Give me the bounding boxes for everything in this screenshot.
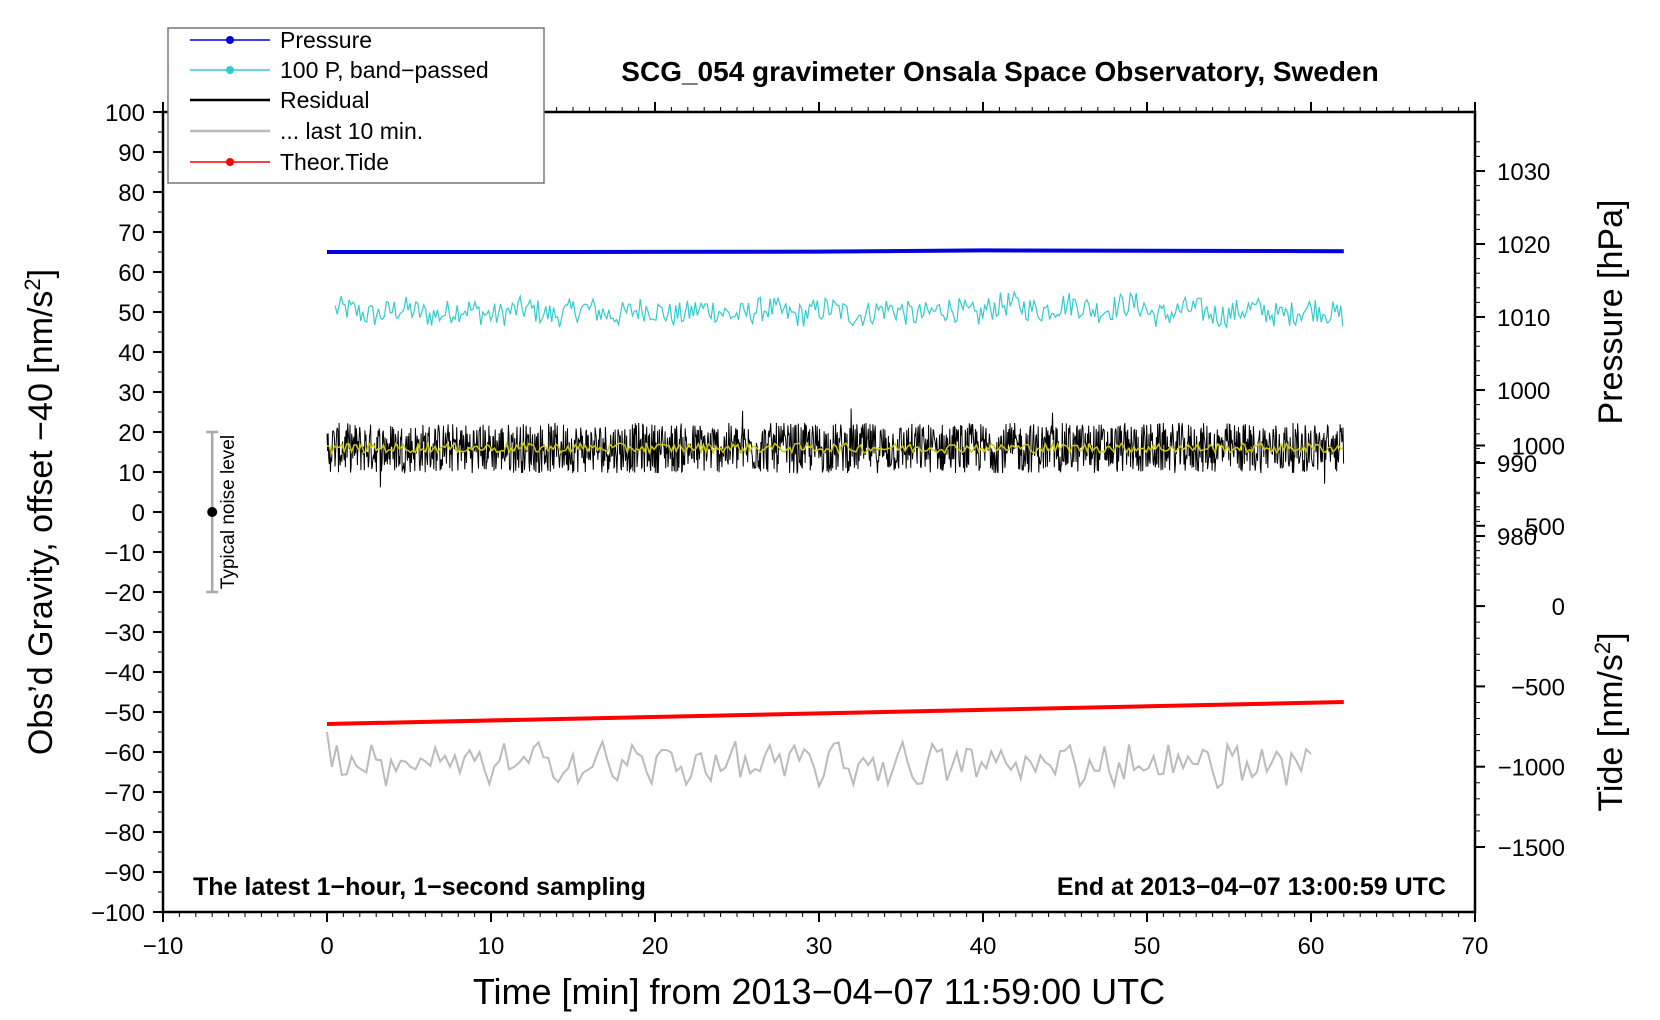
pressure-tick-label-5: 1030	[1497, 159, 1550, 186]
pressure-tick-label-0: 980	[1497, 524, 1537, 551]
annotation-end-time: End at 2013−04−07 13:00:59 UTC	[1057, 873, 1446, 901]
y-tick-label-10: 0	[132, 500, 145, 527]
tide-tick-label-0: −1500	[1498, 835, 1565, 862]
tide-tick-label-1: −1000	[1498, 755, 1565, 782]
x-tick-label-3: 20	[642, 933, 669, 960]
y-axis-title-left-main: Obs’d Gravity, offset −40 [nm/s	[22, 291, 60, 756]
chart-title: SCG_054 gravimeter Onsala Space Observat…	[621, 56, 1378, 87]
x-tick-label-7: 60	[1298, 933, 1325, 960]
legend-label-residual: Residual	[280, 87, 370, 113]
series-bandpassed-line	[334, 289, 1344, 330]
y-tick-label-9: 10	[118, 460, 145, 487]
y-axis-title-left-end: ]	[22, 269, 60, 278]
pressure-axis-title: Pressure [hPa]	[1592, 200, 1630, 425]
x-tick-label-4: 30	[806, 933, 833, 960]
y-tick-label-3: 70	[118, 220, 145, 247]
noise-level-dot	[207, 507, 218, 517]
legend-box	[167, 27, 545, 184]
series-tide-line	[326, 700, 1344, 726]
tide-axis-title: Tide [nm/s2]	[1590, 632, 1631, 811]
right-tick-labels: 9809901000101010201030−1500−1000−5000500…	[1497, 159, 1565, 862]
legend-label-bandpassed: 100 P, band−passed	[280, 57, 489, 83]
legend-label-last10: ... last 10 min.	[280, 118, 423, 144]
y-axis-title-left: Obs’d Gravity, offset −40 [nm/s2]	[20, 269, 61, 755]
legend-item-tide: Theor.Tide	[190, 149, 389, 175]
noise-level-indicator: Typical noise level	[206, 430, 239, 594]
legend-item-residual: Residual	[190, 87, 370, 113]
legend-item-pressure: Pressure	[190, 27, 372, 53]
tide-axis-title-end: ]	[1592, 632, 1630, 641]
y-tick-label-13: −30	[104, 620, 145, 647]
legend-marker-pressure	[226, 36, 234, 44]
y-tick-label-16: −60	[104, 740, 145, 767]
series-residual-smooth-line	[326, 440, 1344, 456]
tide-tick-label-3: 0	[1552, 594, 1565, 621]
tide-tick-label-5: 1000	[1512, 434, 1565, 461]
y-axis-title-left-sup: 2	[20, 278, 45, 290]
y-tick-label-15: −50	[104, 700, 145, 727]
y-tick-label-2: 80	[118, 180, 145, 207]
y-tick-label-19: −90	[104, 860, 145, 887]
y-tick-label-12: −20	[104, 580, 145, 607]
legend-label-tide: Theor.Tide	[280, 149, 389, 175]
y-tick-label-7: 30	[118, 380, 145, 407]
pressure-tick-label-4: 1020	[1497, 232, 1550, 259]
y-tick-label-6: 40	[118, 340, 145, 367]
x-tick-label-5: 40	[970, 933, 997, 960]
series-layer	[326, 248, 1345, 790]
legend-item-last10: ... last 10 min.	[190, 118, 423, 144]
pressure-tick-label-2: 1000	[1497, 378, 1550, 405]
legend-marker-bandpassed	[226, 66, 234, 74]
y-tick-label-0: 100	[105, 100, 145, 127]
x-tick-label-2: 10	[478, 933, 505, 960]
tide-axis-title-main: Tide [nm/s	[1592, 654, 1630, 811]
noise-level-label: Typical noise level	[218, 435, 239, 589]
legend: Pressure 100 P, band−passed Residual ...…	[167, 27, 545, 184]
series-last10-line	[326, 731, 1312, 790]
pressure-tick-label-3: 1010	[1497, 305, 1550, 332]
pressure-tick-label-1: 990	[1497, 451, 1537, 478]
y-tick-label-20: −100	[91, 900, 145, 927]
tide-tick-label-2: −500	[1511, 674, 1565, 701]
tide-tick-label-4: 500	[1525, 514, 1565, 541]
y-tick-labels: 1009080706050403020100−10−20−30−40−50−60…	[91, 100, 145, 927]
y-tick-label-8: 20	[118, 420, 145, 447]
legend-item-bandpassed: 100 P, band−passed	[190, 57, 489, 83]
x-tick-label-8: 70	[1462, 933, 1489, 960]
y-tick-label-11: −10	[104, 540, 145, 567]
y-tick-label-4: 60	[118, 260, 145, 287]
x-tick-labels: −10 0 10 20 30 40 50 60 70	[143, 933, 1489, 960]
y-tick-label-5: 50	[118, 300, 145, 327]
y-tick-label-14: −40	[104, 660, 145, 687]
y-tick-label-1: 90	[118, 140, 145, 167]
x-tick-label-0: −10	[143, 933, 184, 960]
x-tick-label-6: 50	[1134, 933, 1161, 960]
y-tick-label-18: −80	[104, 820, 145, 847]
x-tick-label-1: 0	[320, 933, 333, 960]
x-axis-title: Time [min] from 2013−04−07 11:59:00 UTC	[473, 971, 1165, 1012]
annotation-sampling: The latest 1−hour, 1−second sampling	[193, 873, 646, 901]
y-tick-label-17: −70	[104, 780, 145, 807]
plot-frame	[161, 110, 1477, 914]
tide-axis-title-sup: 2	[1590, 642, 1615, 654]
legend-marker-tide	[226, 158, 234, 166]
series-pressure-line	[327, 248, 1344, 254]
legend-label-pressure: Pressure	[280, 27, 372, 53]
